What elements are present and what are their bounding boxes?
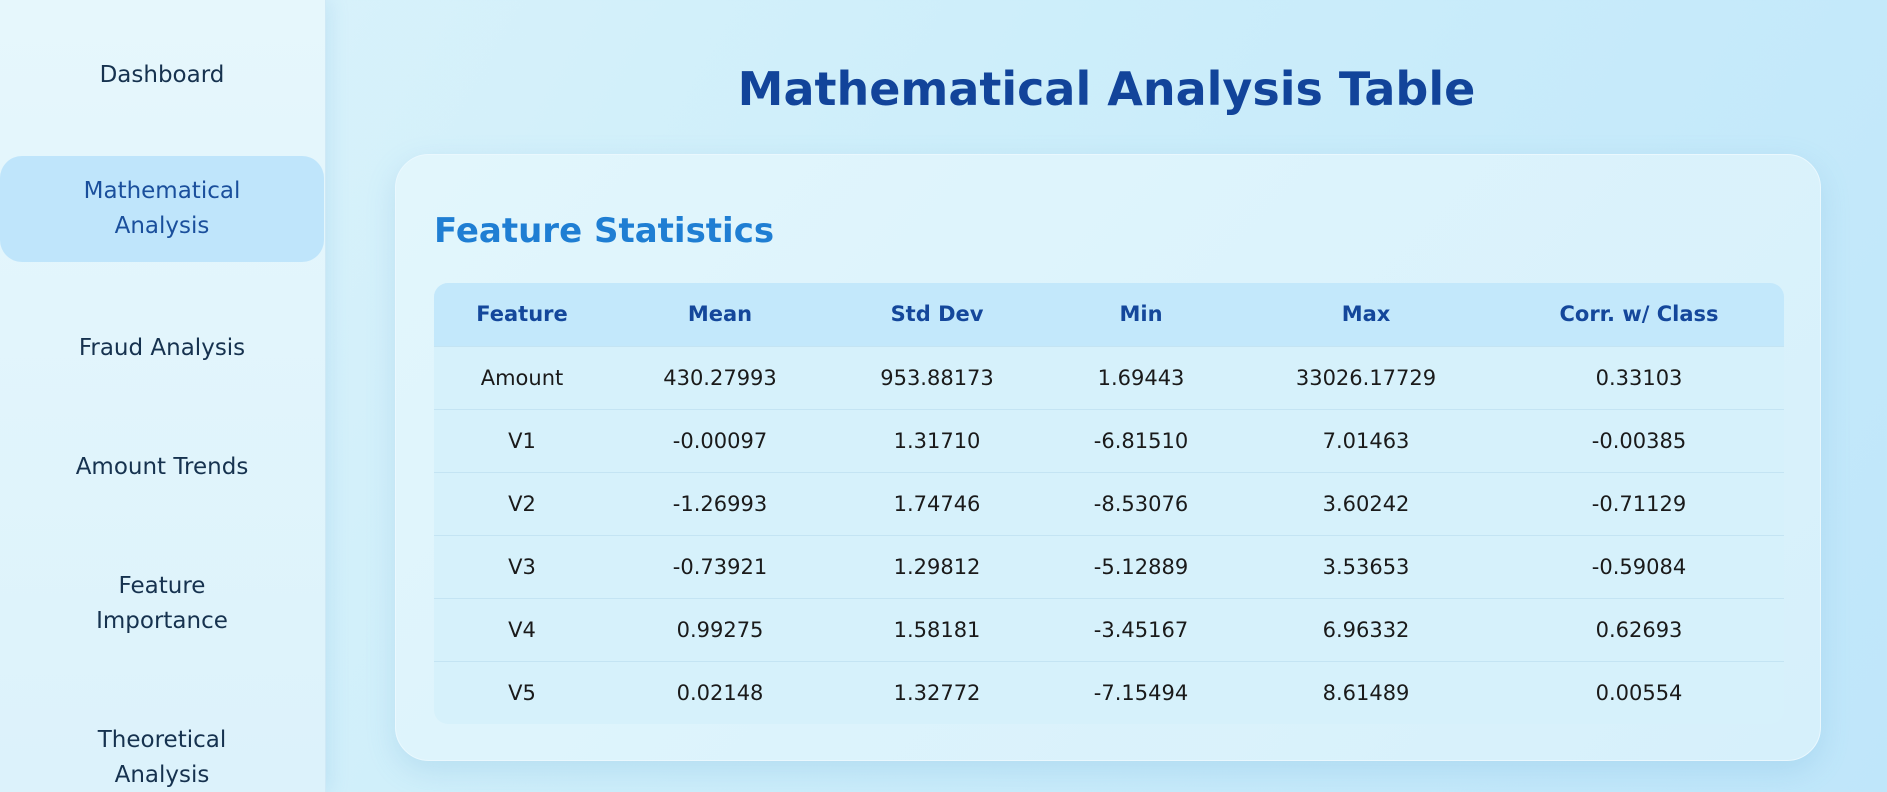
table-cell: 0.02148 <box>610 660 830 724</box>
statistics-table-container: Feature Mean Std Dev Min Max Corr. w/ Cl… <box>434 283 1784 724</box>
table-cell: 0.33103 <box>1494 345 1784 409</box>
column-header-corr-with-class[interactable]: Corr. w/ Class <box>1494 283 1784 346</box>
table-cell: 6.96332 <box>1238 597 1494 661</box>
sidebar-item-amount-trends[interactable]: Amount Trends <box>0 447 324 487</box>
page-title: Mathematical Analysis Table <box>737 62 1476 116</box>
table-cell: -3.45167 <box>1044 597 1238 661</box>
table-cell: V3 <box>434 534 610 598</box>
sidebar-item-label: Mathematical Analysis <box>83 178 241 239</box>
table-cell: 953.88173 <box>830 345 1044 409</box>
table-cell: V4 <box>434 597 610 661</box>
table-cell: -0.59084 <box>1494 534 1784 598</box>
table-cell: V2 <box>434 471 610 535</box>
column-header-std-dev[interactable]: Std Dev <box>830 283 1044 346</box>
column-header-max[interactable]: Max <box>1238 283 1494 346</box>
card-title: Feature Statistics <box>434 211 775 251</box>
table-cell: -0.71129 <box>1494 471 1784 535</box>
feature-statistics-card: Feature Statistics Feature Mean Std Dev … <box>395 154 1821 761</box>
table-cell: 1.32772 <box>830 660 1044 724</box>
table-cell: V1 <box>434 408 610 472</box>
table-cell: -1.26993 <box>610 471 830 535</box>
column-header-mean[interactable]: Mean <box>610 283 830 346</box>
table-cell: 0.62693 <box>1494 597 1784 661</box>
sidebar-item-feature-importance[interactable]: Feature Importance <box>0 568 324 640</box>
table-cell: -0.00385 <box>1494 408 1784 472</box>
table-cell: -0.73921 <box>610 534 830 598</box>
table-cell: 8.61489 <box>1238 660 1494 724</box>
table-cell: -6.81510 <box>1044 408 1238 472</box>
sidebar-item-fraud-analysis[interactable]: Fraud Analysis <box>0 328 324 368</box>
sidebar-item-mathematical-analysis[interactable]: Mathematical Analysis <box>0 156 324 262</box>
table-cell: 1.74746 <box>830 471 1044 535</box>
table-cell: 3.53653 <box>1238 534 1494 598</box>
table-row: V1 -0.00097 1.31710 -6.81510 7.01463 -0.… <box>434 408 1784 472</box>
table-cell: 1.58181 <box>830 597 1044 661</box>
table-header-row: Feature Mean Std Dev Min Max Corr. w/ Cl… <box>434 283 1784 346</box>
table-cell: 1.69443 <box>1044 345 1238 409</box>
column-header-feature[interactable]: Feature <box>434 283 610 346</box>
statistics-table: Feature Mean Std Dev Min Max Corr. w/ Cl… <box>434 283 1784 724</box>
sidebar-item-label: Feature Importance <box>96 573 228 634</box>
table-cell: 1.29812 <box>830 534 1044 598</box>
table-cell: -5.12889 <box>1044 534 1238 598</box>
table-cell: -8.53076 <box>1044 471 1238 535</box>
table-row: Amount 430.27993 953.88173 1.69443 33026… <box>434 345 1784 409</box>
sidebar-item-dashboard[interactable]: Dashboard <box>0 55 324 95</box>
table-cell: Amount <box>434 345 610 409</box>
table-row: V3 -0.73921 1.29812 -5.12889 3.53653 -0.… <box>434 534 1784 598</box>
table-cell: -0.00097 <box>610 408 830 472</box>
column-header-min[interactable]: Min <box>1044 283 1238 346</box>
sidebar-item-label: Amount Trends <box>75 453 249 480</box>
table-cell: 33026.17729 <box>1238 345 1494 409</box>
table-cell: 1.31710 <box>830 408 1044 472</box>
sidebar-item-theoretical-analysis[interactable]: Theoretical Analysis <box>0 722 324 792</box>
sidebar-item-label: Fraud Analysis <box>78 334 246 361</box>
sidebar-item-label: Dashboard <box>99 61 225 88</box>
table-cell: 0.99275 <box>610 597 830 661</box>
table-row: V5 0.02148 1.32772 -7.15494 8.61489 0.00… <box>434 660 1784 724</box>
table-row: V2 -1.26993 1.74746 -8.53076 3.60242 -0.… <box>434 471 1784 535</box>
table-cell: 0.00554 <box>1494 660 1784 724</box>
sidebar-item-label: Theoretical Analysis <box>97 727 227 788</box>
table-cell: -7.15494 <box>1044 660 1238 724</box>
table-cell: 7.01463 <box>1238 408 1494 472</box>
sidebar: Dashboard Mathematical Analysis Fraud An… <box>0 0 326 792</box>
table-row: V4 0.99275 1.58181 -3.45167 6.96332 0.62… <box>434 597 1784 661</box>
table-cell: 3.60242 <box>1238 471 1494 535</box>
table-cell: 430.27993 <box>610 345 830 409</box>
table-cell: V5 <box>434 660 610 724</box>
